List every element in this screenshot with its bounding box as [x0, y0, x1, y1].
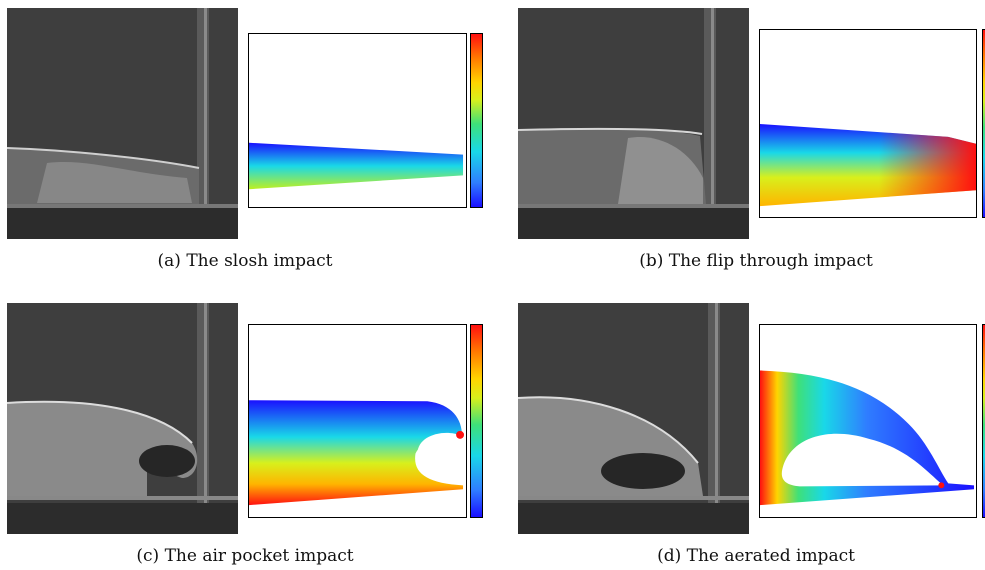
panel-d-simulation-plot [759, 324, 977, 518]
panel-d-colorbar [982, 324, 985, 518]
panel-a-colorbar [470, 33, 483, 208]
panel-a-photo [7, 8, 238, 239]
panel-a-simulation-plot [248, 33, 467, 208]
panel-c-simulation-plot [248, 324, 467, 518]
panel-c-caption: (c) The air pocket impact [136, 546, 354, 566]
panel-b-simulation-plot [759, 29, 977, 218]
panel-d-caption: (d) The aerated impact [657, 546, 855, 566]
panel-b-photo [518, 8, 749, 239]
panel-b-colorbar [982, 29, 985, 218]
panel-c-colorbar [470, 324, 483, 518]
panel-b-caption: (b) The flip through impact [639, 251, 873, 271]
panel-c-photo [7, 303, 238, 534]
panel-a-caption: (a) The slosh impact [157, 251, 333, 271]
panel-d-photo [518, 303, 749, 534]
